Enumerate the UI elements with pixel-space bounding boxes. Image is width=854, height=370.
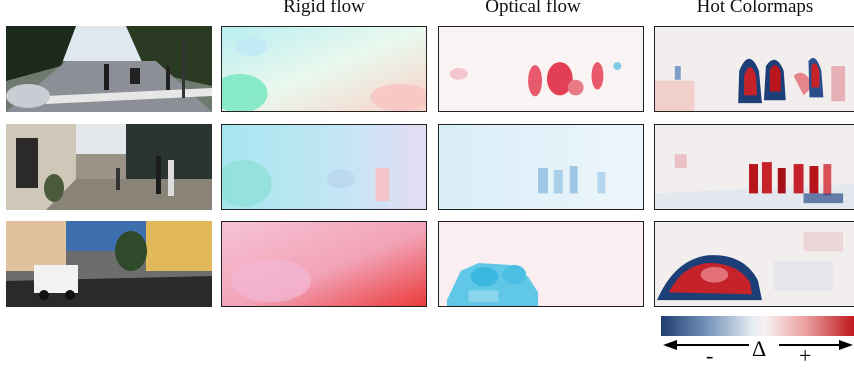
input-image-row-1 bbox=[6, 26, 212, 112]
header-optical-flow: Optical flow bbox=[485, 0, 581, 17]
delta-axis-arrows bbox=[663, 340, 853, 350]
optical-flow-row-1 bbox=[438, 26, 644, 112]
legend-delta: Δ bbox=[752, 336, 767, 361]
header-hot-colormaps: Hot Colormaps bbox=[696, 0, 814, 17]
delta-colorbar bbox=[661, 316, 854, 336]
input-image-row-2 bbox=[6, 124, 212, 210]
hot-colormap-row-2 bbox=[654, 124, 854, 210]
legend-plus: + bbox=[799, 343, 812, 368]
left-arrow-icon bbox=[663, 340, 677, 350]
rigid-flow-row-3 bbox=[221, 221, 427, 307]
input-image-row-3 bbox=[6, 221, 212, 307]
header-rigid-flow: Rigid flow bbox=[283, 0, 365, 17]
hot-colormap-row-3 bbox=[654, 221, 854, 307]
hot-colormap-row-1 bbox=[654, 26, 854, 112]
rigid-flow-row-1 bbox=[221, 26, 427, 112]
optical-flow-row-2 bbox=[438, 124, 644, 210]
rigid-flow-row-2 bbox=[221, 124, 427, 210]
right-arrow-icon bbox=[839, 340, 853, 350]
optical-flow-row-3 bbox=[438, 221, 644, 307]
legend-minus: - bbox=[706, 343, 714, 368]
